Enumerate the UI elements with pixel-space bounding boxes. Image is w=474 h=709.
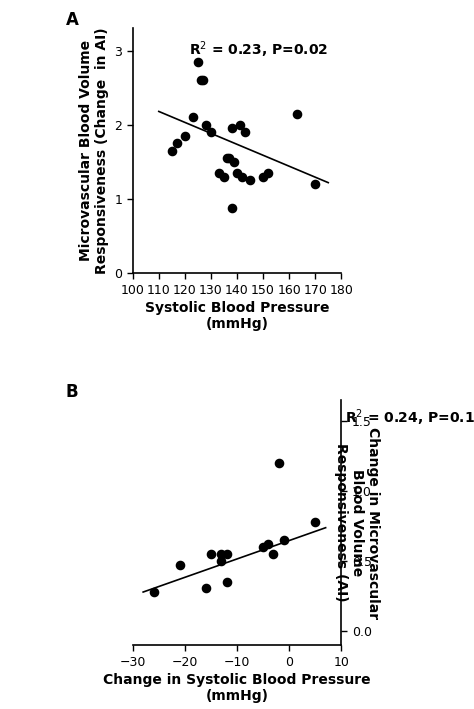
Point (275, 458, 283, 469)
Point (259, 542, 267, 553)
Point (176, 560, 183, 571)
Point (311, 516, 319, 527)
Point (220, 171, 228, 182)
Y-axis label: Microvascular Blood Volume
Responsiveness (Change  in AI): Microvascular Blood Volume Responsivenes… (79, 28, 109, 274)
Point (223, 549, 230, 560)
Point (293, 108, 301, 119)
Point (173, 138, 181, 149)
Point (223, 152, 230, 164)
Point (207, 126, 215, 138)
Point (194, 56, 201, 67)
Text: A: A (66, 11, 79, 29)
Point (150, 586, 157, 598)
Text: R$^2$ = 0.24, P=0.10 (: R$^2$ = 0.24, P=0.10 ( (346, 408, 474, 428)
X-axis label: Systolic Blood Pressure
(mmHg): Systolic Blood Pressure (mmHg) (145, 301, 329, 331)
Point (264, 539, 272, 550)
X-axis label: Change in Systolic Blood Pressure
(mmHg): Change in Systolic Blood Pressure (mmHg) (103, 673, 371, 703)
Point (189, 112, 196, 123)
Point (226, 152, 233, 164)
Point (218, 549, 225, 560)
Point (246, 174, 254, 186)
Point (264, 167, 272, 179)
Point (230, 156, 238, 167)
Point (218, 556, 225, 567)
Point (228, 202, 236, 213)
Point (241, 126, 248, 138)
Point (280, 535, 288, 546)
Point (238, 171, 246, 182)
Point (311, 179, 319, 190)
Point (202, 582, 210, 593)
Point (168, 145, 175, 157)
Point (270, 549, 277, 560)
Point (215, 167, 223, 179)
Point (202, 119, 210, 130)
Point (259, 171, 267, 182)
Y-axis label: Change in Microvascular
Blood Volume
Responsiveness (AI): Change in Microvascular Blood Volume Res… (334, 427, 380, 619)
Point (236, 119, 244, 130)
Point (199, 74, 207, 86)
Point (228, 123, 236, 134)
Point (233, 167, 241, 179)
Point (181, 130, 189, 142)
Point (207, 549, 215, 560)
Text: R$^2$ = 0.23, P=0.02: R$^2$ = 0.23, P=0.02 (189, 40, 328, 60)
Text: B: B (66, 384, 79, 401)
Point (223, 576, 230, 588)
Point (197, 74, 204, 86)
